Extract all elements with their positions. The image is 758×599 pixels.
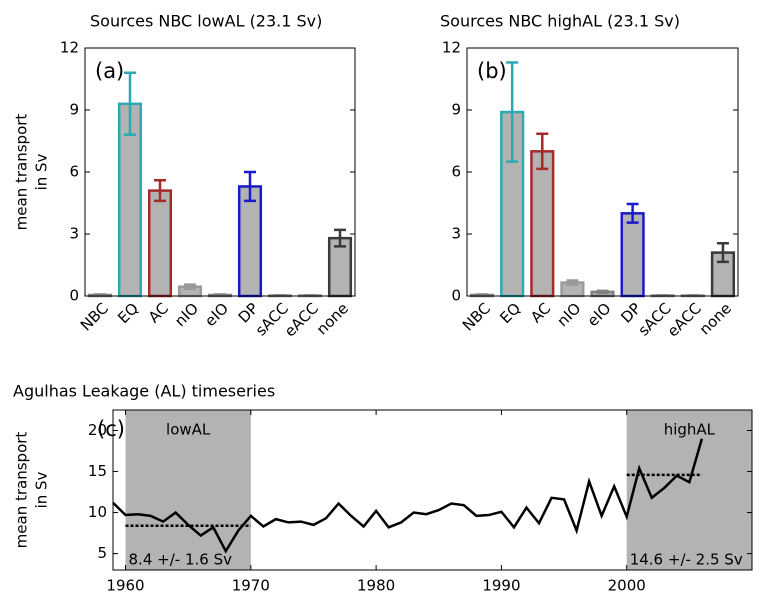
period-name: lowAL: [166, 421, 211, 439]
error-bar: [184, 283, 196, 291]
bar: [620, 212, 645, 298]
error-bar: [476, 293, 489, 297]
axes-box: [466, 47, 739, 297]
x-tick-label: nIO: [553, 299, 584, 330]
x-tick-label: AC: [145, 299, 172, 326]
y-tick-label: 12: [442, 39, 461, 57]
x-tick-label: 1990: [482, 577, 520, 595]
y-axis-label: mean transport: [13, 114, 31, 231]
error-bar: [124, 71, 136, 137]
error-bar: [94, 293, 106, 297]
period-name: highAL: [664, 421, 716, 439]
bar: [237, 185, 263, 298]
y-tick-label: 0: [69, 287, 79, 305]
axes-box: [112, 409, 753, 571]
error-bar: [596, 289, 609, 295]
x-tick-label: 1980: [357, 577, 395, 595]
x-tick-label: NBC: [459, 299, 494, 334]
y-axis-label: in Sv: [33, 471, 51, 508]
error-bar: [716, 242, 729, 264]
y-tick-label: 20: [88, 421, 107, 439]
x-tick-label: eIO: [584, 299, 615, 330]
chart-title: Sources NBC lowAL (23.1 Sv): [90, 12, 322, 31]
error-bar: [244, 170, 256, 203]
y-tick-label: 3: [451, 225, 461, 243]
line: [112, 438, 704, 554]
x-tick-label: eACC: [664, 299, 705, 340]
y-tick-label: 0: [451, 287, 461, 305]
y-tick-label: 6: [69, 163, 79, 181]
y-tick-label: 15: [88, 462, 107, 480]
x-tick-label: EQ: [114, 299, 142, 327]
x-tick-label: nIO: [171, 299, 202, 330]
error-bar: [154, 179, 166, 203]
axes-box: [84, 47, 356, 297]
y-tick-label: 12: [60, 39, 79, 57]
error-bar: [214, 293, 226, 297]
x-tick-label: 1960: [106, 577, 144, 595]
y-axis-label: mean transport: [13, 432, 31, 549]
x-tick-label: none: [313, 299, 352, 338]
period-label: 14.6 +/- 2.5 Sv: [630, 551, 743, 569]
error-bar: [626, 202, 639, 224]
panel-label: (c): [97, 417, 125, 441]
x-tick-label: eIO: [201, 299, 232, 330]
x-tick-label: 2000: [608, 577, 646, 595]
x-tick-label: EQ: [496, 299, 524, 327]
chart-title: Agulhas Leakage (AL) timeseries: [13, 382, 275, 401]
y-tick-label: 9: [451, 101, 461, 119]
panel-label: (b): [477, 59, 507, 83]
bar: [530, 150, 555, 298]
y-axis-label: in Sv: [33, 153, 51, 190]
period-label: 8.4 +/- 1.6 Sv: [129, 551, 233, 569]
x-tick-label: NBC: [77, 299, 112, 334]
y-tick-label: 3: [69, 225, 79, 243]
y-tick-label: 9: [69, 101, 79, 119]
x-tick-label: eACC: [281, 299, 322, 340]
bar: [147, 189, 173, 298]
chart-title: Sources NBC highAL (23.1 Sv): [440, 12, 680, 31]
error-bar: [566, 279, 579, 286]
error-bar: [506, 61, 519, 163]
error-bar: [334, 228, 346, 248]
y-tick-label: 5: [97, 544, 107, 562]
x-tick-label: 1970: [232, 577, 270, 595]
y-tick-label: 10: [88, 503, 107, 521]
x-tick-label: AC: [527, 299, 554, 326]
y-tick-label: 6: [451, 163, 461, 181]
panel-label: (a): [95, 59, 124, 83]
x-tick-label: none: [696, 299, 735, 338]
error-bar: [536, 132, 549, 171]
